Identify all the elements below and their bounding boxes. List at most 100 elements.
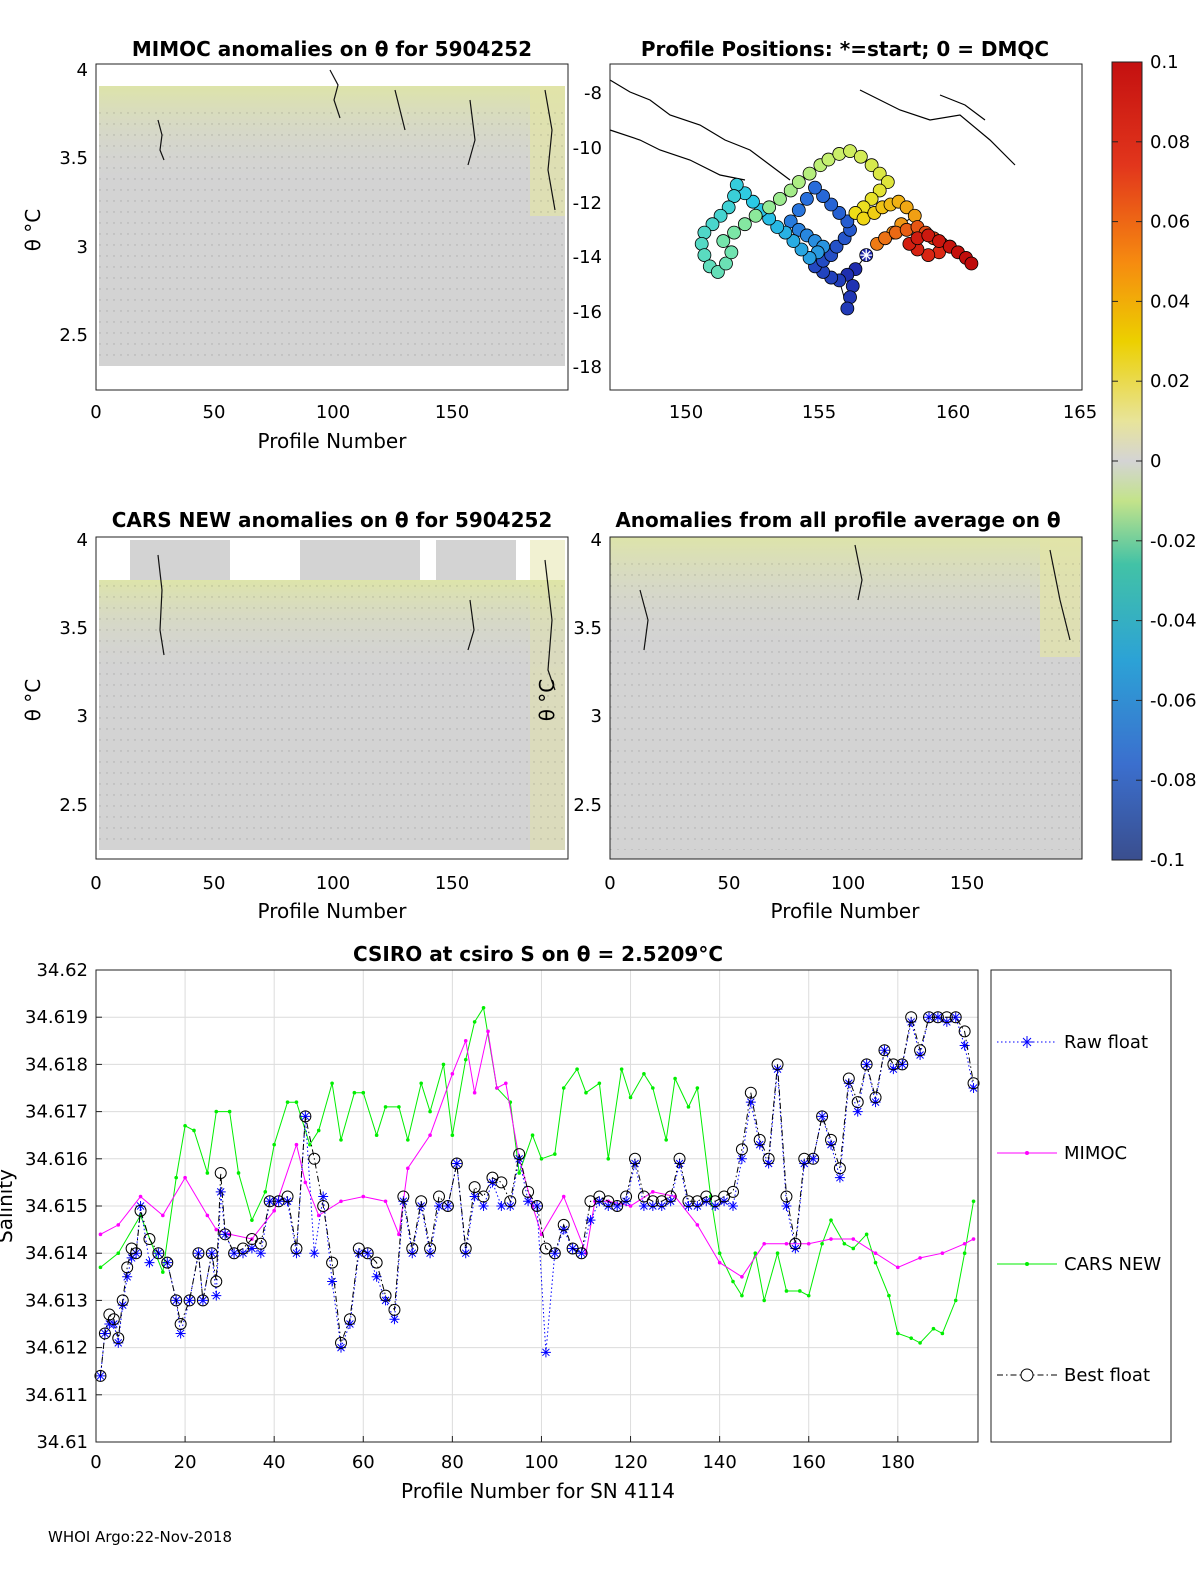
profile-position-marker [724,245,739,260]
colorbar-ticklabel: -0.04 [1150,611,1197,632]
profile-position-marker [821,152,836,167]
data-point [478,1201,489,1211]
data-point [710,1201,721,1211]
avg-frame [609,536,1083,860]
data-point [459,1242,472,1255]
data-point [606,1157,611,1161]
data-point [665,1196,676,1207]
data-point [630,1158,640,1169]
data-point [798,1289,802,1293]
data-point [864,1232,869,1237]
data-point [664,1138,668,1142]
profile-position-marker [816,189,830,203]
data-point [326,1256,339,1269]
series-line-best-float [100,1016,974,1376]
avg-contour-texture [610,560,1080,850]
cars-panel: CARS NEW anomalies on θ for 5904252 0 50… [21,508,569,923]
data-point [753,1251,758,1255]
data-point [197,1295,208,1306]
data-point [496,1201,507,1211]
data-point [728,1201,738,1211]
profile-position-marker [921,228,936,243]
mimoc-contours [157,69,556,211]
data-point [806,1293,811,1298]
data-point [98,1327,111,1340]
data-point [575,1067,579,1071]
salinity-xtick: 180 [881,1452,915,1473]
data-point [949,1011,962,1024]
data-point [717,1260,722,1265]
profile-position-marker [832,206,847,220]
data-point [263,1195,276,1208]
profile-position-marker [843,290,857,305]
data-point [152,1247,165,1260]
legend-marker [1020,1368,1034,1382]
data-point [174,1175,178,1180]
colorbar-ticklabel: 0.1 [1150,52,1179,73]
data-point [833,1162,846,1175]
data-point [561,1086,566,1090]
data-point [130,1247,143,1260]
profile-position-marker [719,256,733,271]
float-track [694,144,979,316]
data-point [887,1293,891,1298]
colorbar-ticklabel: 0.08 [1150,132,1190,153]
data-point [450,1157,463,1170]
data-point [851,1246,856,1251]
data-point [468,1181,481,1194]
data-point [406,1166,410,1171]
data-point [416,1201,427,1211]
salinity-xtick: 0 [90,1452,101,1473]
data-point [808,1153,819,1164]
data-point [353,1248,364,1259]
data-point [495,1086,499,1090]
profile-position-marker [856,211,871,226]
data-point [205,1247,218,1260]
data-point [717,1251,722,1255]
data-point [219,1228,232,1241]
cars-xtick: 0 [90,873,101,894]
data-point [317,1200,330,1212]
cars-title: CARS NEW anomalies on θ for 5904252 [112,508,553,532]
map-ytick: -14 [573,247,602,268]
profile-position-marker [694,236,709,251]
mimoc-ytick: 4 [77,60,88,81]
profile-position-marker [791,203,806,218]
data-point [851,1237,856,1241]
data-point [829,1218,833,1222]
data-point [873,1251,878,1255]
data-point [336,1342,346,1353]
data-point [205,1171,210,1175]
data-point [504,1195,517,1208]
legend-label: Best float [1064,1365,1150,1386]
legend-label: CARS NEW [1064,1254,1161,1275]
data-point [309,1248,320,1259]
mimoc-xtick: 150 [435,402,469,423]
profile-position-marker [840,301,855,316]
data-point [125,1242,138,1255]
data-point [428,1109,432,1114]
data-point [227,1109,232,1114]
data-point [161,1256,174,1269]
map-ytick: -10 [573,138,602,159]
salinity-ytick: 34.618 [25,1054,88,1075]
profile-position-marker [864,158,879,173]
legend-marker [1021,1036,1033,1048]
data-point [683,1201,694,1211]
data-point [731,1279,735,1284]
data-point [619,1067,624,1071]
data-point [254,1237,267,1250]
data-point [799,1158,810,1169]
data-point [727,1185,739,1198]
data-point [170,1294,183,1307]
data-point [584,1090,588,1095]
data-point [664,1190,677,1203]
profile-position-marker [786,234,801,248]
profile-position-marker [964,256,979,271]
cars-ytick: 3.5 [59,618,88,639]
data-point [183,1123,187,1128]
data-point [472,1020,477,1024]
data-point [896,1265,900,1270]
data-point [143,1233,156,1246]
cars-field-top-c [436,540,516,582]
